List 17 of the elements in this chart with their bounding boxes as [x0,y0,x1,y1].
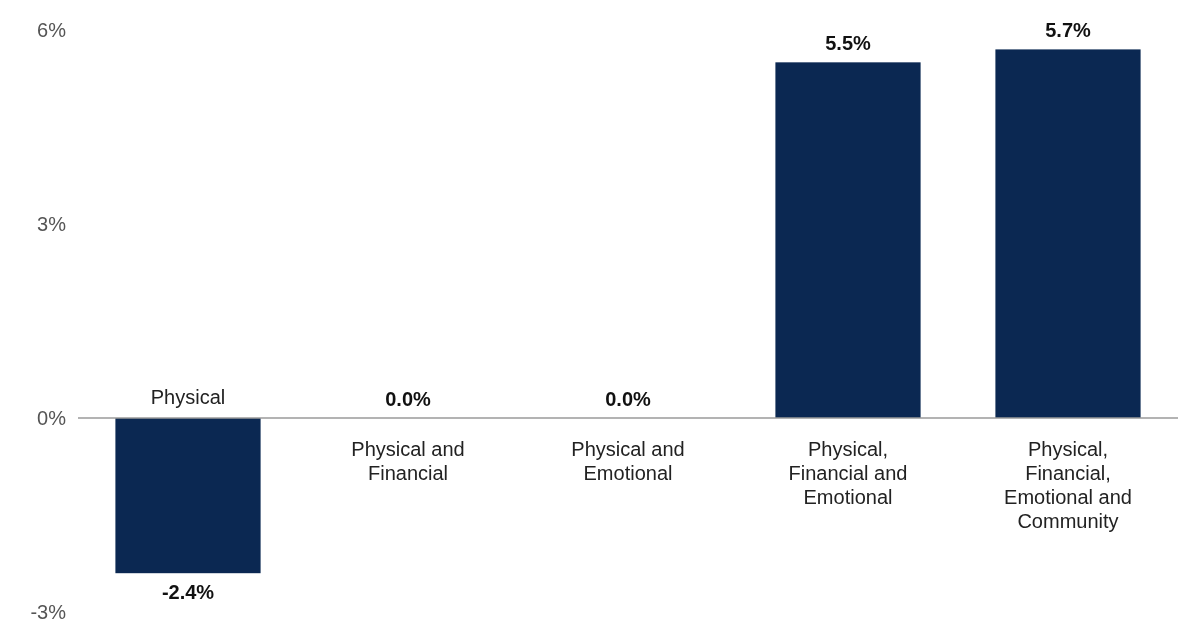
y-tick-label: 3% [37,213,67,235]
data-label: -2.4% [161,581,215,604]
x-tick-label: Physical and Emotional [571,438,685,484]
x-tick-label: Physical, Financial, Emotional and Community [1004,438,1132,532]
data-label: 0.0% [385,388,432,410]
data-label: 5.7% [1045,19,1092,42]
bar [775,62,921,418]
x-tick-label: Physical, Financial and Emotional [788,438,908,508]
x-tick-label: Physical and Financial [351,438,465,484]
bar [995,49,1141,418]
y-tick-label: -3% [30,601,67,623]
y-tick-label: 0% [37,407,67,429]
y-tick-label: 6% [37,19,67,41]
data-label: 0.0% [605,388,652,410]
x-tick-label: Physical [150,386,226,408]
bar [115,418,261,574]
data-label: 5.5% [825,32,872,55]
